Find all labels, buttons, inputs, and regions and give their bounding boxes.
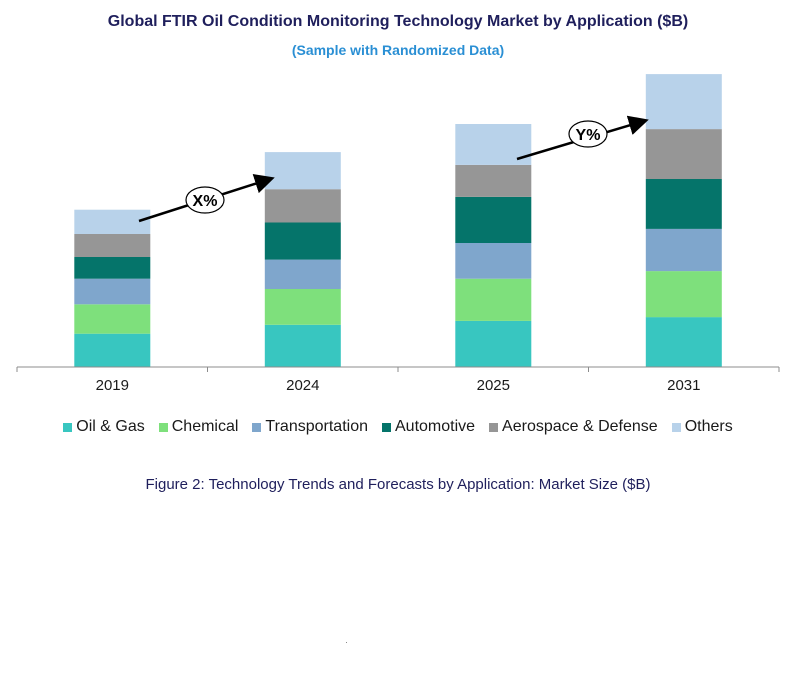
- bar-segment-chemical-2024: [264, 289, 341, 325]
- legend-label: Oil & Gas: [76, 418, 145, 435]
- legend-item-transportation: Transportation: [252, 418, 368, 436]
- figure-caption: Figure 2: Technology Trends and Forecast…: [145, 476, 651, 493]
- bar-segment-chemical-2019: [74, 304, 151, 334]
- legend-label: Automotive: [395, 418, 476, 435]
- x-tick-label: 2025: [477, 377, 510, 394]
- bar-segment-aerospace-2025: [455, 164, 532, 197]
- growth-annotations: X% Y%: [138, 115, 649, 223]
- bar-segment-others-2031: [645, 74, 722, 130]
- bar-segment-automotive-2019: [74, 257, 151, 279]
- chart-title: Global FTIR Oil Condition Monitoring Tec…: [107, 13, 689, 30]
- legend-swatch: [382, 422, 391, 432]
- legend-label: Chemical: [171, 418, 239, 435]
- bar-segment-aerospace-2031: [645, 129, 722, 179]
- x-tick-label: 2031: [667, 377, 700, 394]
- legend-label: Others: [684, 418, 733, 435]
- bar-segment-aerospace-2019: [74, 234, 151, 257]
- bar-segment-automotive-2031: [645, 179, 722, 229]
- bar-segment-automotive-2024: [264, 222, 341, 260]
- bar-segment-transportation-2024: [264, 259, 341, 289]
- legend-item-chemical: Chemical: [158, 418, 239, 436]
- legend-swatch: [158, 422, 168, 432]
- growth-bubble-1: [185, 186, 225, 214]
- stray-dot: [346, 642, 347, 643]
- legend-swatch: [63, 422, 73, 432]
- legend-label: Aerospace & Defense: [502, 418, 658, 435]
- bar-segment-aerospace-2024: [264, 189, 341, 223]
- legend-item-automotive: Automotive: [382, 418, 475, 436]
- growth-bubble-2: [568, 120, 608, 148]
- bar-segment-oil_gas-2024: [264, 324, 341, 367]
- bar-segment-transportation-2031: [645, 228, 722, 272]
- growth-label-x: X%: [193, 193, 218, 210]
- legend-item-aerospace: Aerospace & Defense: [489, 418, 658, 436]
- legend-item-others: Others: [671, 418, 733, 436]
- chart-subtitle: (Sample with Randomized Data): [291, 42, 505, 58]
- legend-swatch: [252, 422, 262, 432]
- bar-group: [74, 74, 722, 367]
- x-tick-label: 2019: [96, 377, 129, 394]
- bar-segment-oil_gas-2019: [74, 333, 151, 367]
- x-tick-label: 2024: [286, 377, 319, 394]
- legend-item-oil_gas: Oil & Gas: [63, 418, 145, 436]
- bar-segment-transportation-2025: [455, 242, 532, 279]
- legend-swatch: [671, 422, 681, 432]
- bar-segment-others-2019: [74, 209, 151, 234]
- bar-segment-chemical-2025: [455, 278, 532, 321]
- bar-segment-transportation-2019: [74, 278, 151, 305]
- x-axis-ticks: 2019 2024 2025 2031: [16, 367, 780, 394]
- bar-segment-chemical-2031: [645, 271, 722, 318]
- bar-segment-others-2024: [264, 152, 341, 190]
- bar-segment-automotive-2025: [455, 196, 532, 243]
- chart-legend: Oil & Gas Chemical Transportation Automotiv…: [0, 418, 796, 436]
- growth-label-y: Y%: [576, 127, 601, 144]
- legend-swatch: [489, 422, 499, 432]
- bar-segment-oil_gas-2031: [645, 317, 722, 367]
- legend-label: Transportation: [265, 418, 368, 435]
- bar-segment-oil_gas-2025: [455, 320, 532, 367]
